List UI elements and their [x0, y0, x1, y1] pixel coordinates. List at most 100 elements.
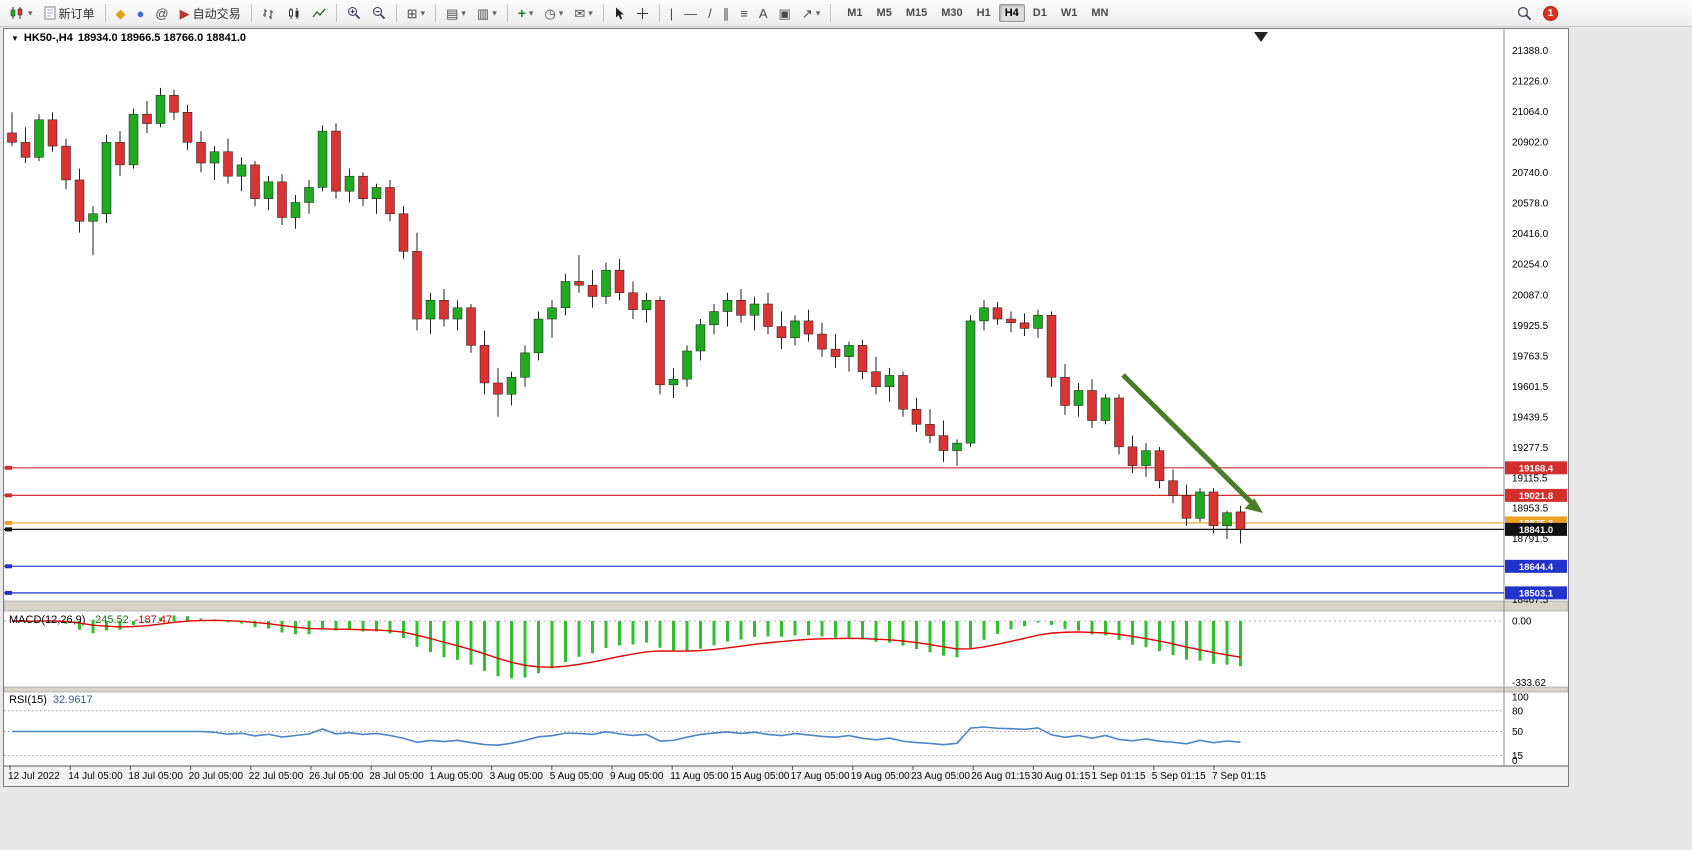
- candlestick-chart-button[interactable]: [282, 2, 306, 25]
- chart-menu-arrow-icon[interactable]: ▼: [11, 33, 19, 43]
- candlestick-icon: [288, 7, 299, 19]
- clock-icon: ◷: [544, 5, 556, 21]
- price-axis-label: 18791.5: [1512, 534, 1549, 545]
- tile-windows-button[interactable]: ⊞ ▾: [402, 2, 430, 25]
- community-button[interactable]: ●: [132, 2, 150, 25]
- price-badge-label: 19168.4: [1519, 463, 1554, 474]
- fibonacci-icon: ≡: [740, 5, 748, 21]
- timeframe-m1[interactable]: M1: [847, 7, 863, 19]
- timeframe-m30[interactable]: M30: [941, 7, 963, 19]
- search-button[interactable]: [1512, 2, 1537, 25]
- fibonacci-tool[interactable]: ≡: [735, 2, 753, 25]
- chevron-down-icon: ▾: [492, 7, 497, 18]
- date-axis-label: 17 Aug 05:00: [791, 771, 850, 782]
- timeframe-h1[interactable]: H1: [976, 7, 991, 19]
- autotrading-button[interactable]: ▶ 自动交易: [175, 2, 246, 25]
- chart-end-marker[interactable]: [1254, 32, 1268, 42]
- chart-svg[interactable]: 21388.0 21226.0 21064.0 20902.0 20740.0 20578…: [4, 29, 1568, 786]
- main-toolbar: ▾ 新订单 ◆ ● @ ▶ 自动交易: [0, 0, 1692, 27]
- level-handle: [5, 527, 12, 532]
- date-axis-label: 18 Jul 05:00: [128, 771, 183, 782]
- candle-chart-icon: [10, 7, 23, 19]
- templates-button[interactable]: ✉ ▾: [569, 2, 597, 25]
- date-axis-label: 5 Aug 05:00: [550, 771, 604, 782]
- price-badge: [1505, 522, 1567, 536]
- price-axis-label: 19115.5: [1512, 473, 1548, 484]
- zoom-out-button[interactable]: [367, 2, 391, 25]
- rsi-axis-label: 15: [1512, 751, 1524, 762]
- line-chart-button[interactable]: [307, 2, 331, 25]
- date-axis-label: 3 Aug 05:00: [490, 771, 544, 782]
- chevron-down-icon: ▾: [461, 7, 466, 18]
- text-tool-icon: A: [758, 5, 768, 21]
- arrows-tool[interactable]: ↗ ▾: [797, 2, 825, 25]
- price-axis-label: 18467.5: [1512, 595, 1549, 606]
- price-badge-label: 18841.0: [1519, 525, 1553, 536]
- date-axis[interactable]: 12 Jul 2022 14 Jul 05:00 18 Jul 05:00 20 Ju…: [8, 766, 1266, 782]
- bar-chart-button[interactable]: [257, 2, 281, 25]
- notifications-badge[interactable]: 1: [1543, 6, 1558, 21]
- arrows-tool-icon: ↗: [801, 5, 813, 21]
- label-tool[interactable]: ▣: [774, 2, 796, 25]
- toolbar-right-group: 1: [1512, 2, 1558, 25]
- level-lines[interactable]: 19168.419021.818875.318841.018644.418503…: [4, 461, 1567, 600]
- chevron-down-icon: ▾: [815, 7, 821, 18]
- new-chart-button[interactable]: ▾: [4, 2, 38, 25]
- timeframe-d1[interactable]: D1: [1032, 7, 1047, 19]
- price-axis-label: 19763.5: [1512, 351, 1549, 362]
- price-axis-label: 19439.5: [1512, 412, 1549, 423]
- chevron-down-icon: ▾: [558, 7, 564, 18]
- date-axis-label: 9 Aug 05:00: [610, 771, 664, 782]
- new-order-button[interactable]: 新订单: [39, 2, 100, 25]
- price-axis-label: 21226.0: [1512, 77, 1549, 88]
- autotrading-icon: ▶: [179, 5, 190, 21]
- trendline-tool[interactable]: /: [703, 2, 717, 25]
- metaeditor-button[interactable]: ◆: [111, 2, 131, 25]
- new-order-icon: [44, 6, 56, 20]
- price-axis[interactable]: 21388.0 21226.0 21064.0 20902.0 20740.0 20578…: [1512, 46, 1549, 606]
- channel-icon: ∥: [722, 5, 730, 21]
- cursor-tool-button[interactable]: [609, 2, 630, 25]
- timeframe-m5[interactable]: M5: [876, 7, 892, 19]
- chart-window[interactable]: ▼ HK50-,H4 18934.0 18966.5 18766.0 18841…: [3, 28, 1569, 787]
- search-icon: [1517, 6, 1532, 21]
- profile-charts-button[interactable]: ▤ ▾: [441, 2, 471, 25]
- rsi-axis-label: 80: [1512, 706, 1524, 717]
- date-axis-label: 30 Aug 01:15: [1031, 771, 1090, 782]
- horizontal-line-tool[interactable]: —: [679, 2, 702, 25]
- periods-button[interactable]: ◷ ▾: [539, 2, 568, 25]
- price-axis-label: 21064.0: [1512, 107, 1549, 118]
- vertical-line-tool[interactable]: |: [665, 2, 678, 25]
- cursor-icon: [615, 7, 624, 19]
- trend-arrow[interactable]: [1121, 373, 1263, 513]
- bar-chart-icon: [262, 8, 273, 19]
- timeframe-mn[interactable]: MN: [1091, 7, 1109, 19]
- crosshair-tool-button[interactable]: [631, 2, 654, 25]
- macd-main-value: -245.52: [91, 614, 129, 626]
- date-axis-label: 20 Jul 05:00: [189, 771, 244, 782]
- price-axis-label: 21388.0: [1512, 46, 1549, 57]
- chevron-down-icon: ▾: [28, 7, 33, 18]
- date-axis-label: 14 Jul 05:00: [68, 771, 123, 782]
- macd-axis-label: -333.62: [1512, 678, 1546, 689]
- macd-title-label: MACD(12,26,9): [9, 614, 86, 626]
- toolbar-separator: [250, 4, 252, 22]
- timeframe-group: M1 M5 M15 M30 H1 H4 D1 W1 MN: [840, 4, 1115, 22]
- text-tool[interactable]: A: [754, 2, 773, 25]
- window-list-button[interactable]: ▥ ▾: [472, 2, 502, 25]
- metaquotes-button[interactable]: @: [150, 2, 173, 25]
- zoom-in-button[interactable]: [342, 2, 366, 25]
- timeframe-m15[interactable]: M15: [905, 7, 928, 19]
- toolbar-separator: [395, 4, 397, 22]
- rsi-axis-label: 0: [1512, 756, 1518, 767]
- timeframe-w1[interactable]: W1: [1060, 7, 1078, 19]
- channel-tool[interactable]: ∥: [718, 2, 735, 25]
- add-indicator-button[interactable]: + ▾: [513, 2, 539, 25]
- price-axis-label: 20740.0: [1512, 168, 1549, 179]
- price-badge: [1505, 559, 1567, 573]
- price-axis-label: 19925.5: [1512, 321, 1549, 332]
- timeframe-h4[interactable]: H4: [998, 4, 1025, 22]
- rsi-header: RSI(15) 32.9617: [9, 694, 93, 706]
- autotrading-label: 自动交易: [192, 6, 241, 21]
- community-icon: ●: [136, 5, 145, 21]
